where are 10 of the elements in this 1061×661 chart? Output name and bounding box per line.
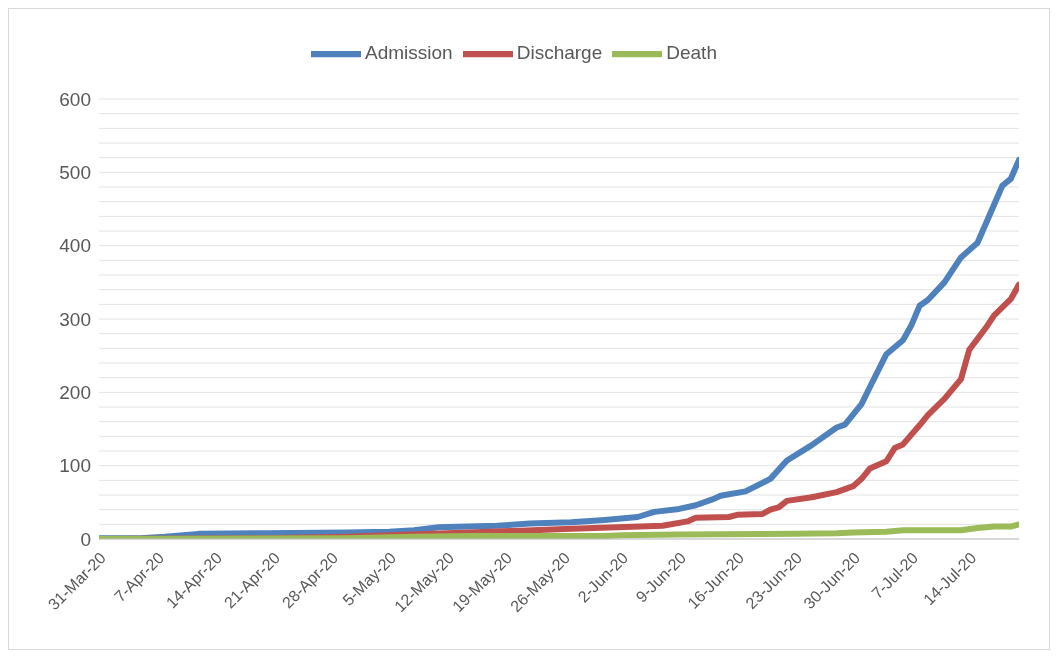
y-tick-label: 400 [59,235,91,257]
y-tick-label: 200 [59,382,91,404]
y-tick-label: 100 [59,455,91,477]
y-tick-label: 300 [59,308,91,330]
y-tick-label: 0 [80,528,91,550]
y-tick-label: 500 [59,162,91,184]
legend-label: Discharge [516,42,603,64]
legend-label: Death [666,42,717,64]
legend-label: Admission [365,42,453,64]
y-tick-label: 600 [59,88,91,110]
